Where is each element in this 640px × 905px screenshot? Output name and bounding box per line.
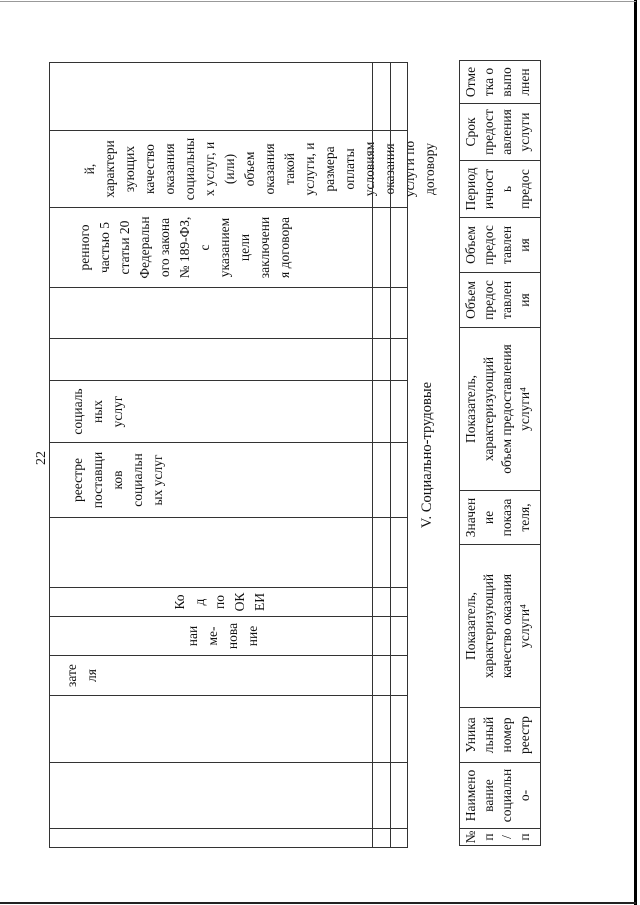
- header-cell: зате ля: [49, 655, 373, 696]
- header-text: Отме тка о выпо лнен: [463, 66, 532, 98]
- table-cell: [372, 287, 391, 339]
- header-cell: [49, 62, 373, 131]
- header-cell: [49, 695, 373, 763]
- header-text: Уника льный номер реестр: [463, 716, 532, 754]
- table-cell: [390, 207, 408, 288]
- header-text: Период ичност ь предос: [463, 167, 532, 211]
- header-cell: [49, 287, 373, 339]
- section-heading: V. Социально-трудовые: [419, 381, 435, 529]
- header-cell: Отме тка о выпо лнен: [459, 60, 541, 104]
- header-text: Наимено вание социальн о-: [463, 768, 532, 823]
- header-cell: й, характери зующих качество оказания со…: [49, 130, 437, 208]
- header-cell: реестре поставщи ков социальн ых услуг: [49, 442, 373, 518]
- header-text: Показатель, характеризующий качество ока…: [463, 573, 532, 679]
- table-cell: [390, 442, 408, 518]
- table-cell: [390, 655, 408, 696]
- header-cell: [49, 762, 373, 829]
- header-cell: ренного частью 5 статьи 20 Федеральн ого…: [49, 207, 373, 288]
- table-cell: [372, 130, 391, 208]
- header-cell: Уника льный номер реестр: [459, 707, 541, 763]
- scan-edge: [0, 1, 636, 2]
- page-number: 22: [34, 451, 49, 465]
- table-cell: [390, 695, 408, 763]
- header-cell: Ко д по ОК ЕИ: [49, 587, 373, 617]
- header-cell: Наимено вание социальн о-: [459, 762, 541, 829]
- header-cell: № п / п: [459, 828, 541, 846]
- table-cell: [390, 380, 408, 443]
- table-cell: [372, 587, 391, 617]
- header-cell: социаль ных услуг: [49, 380, 373, 443]
- header-cell: наи ме- нова ние: [49, 616, 373, 656]
- table-cell: [390, 62, 408, 131]
- header-cell: Значен ие показа теля,: [459, 490, 541, 545]
- header-cell: Объем предос тавлен ия: [459, 272, 541, 328]
- scan-edge: [634, 0, 637, 905]
- header-text: Объем предос тавлен ия: [463, 225, 532, 265]
- header-text: Объем предос тавлен ия: [463, 280, 532, 320]
- scan-edge: [0, 902, 636, 904]
- header-text: реестре поставщи ков социальн ых услуг: [70, 451, 165, 509]
- header-text: № п / п: [463, 830, 532, 844]
- table-cell: [372, 762, 391, 829]
- table-cell: [372, 828, 391, 848]
- table-cell: [372, 517, 391, 588]
- header-cell: Срок предост авления услуги: [459, 103, 541, 161]
- table-cell: [372, 380, 391, 443]
- header-cell: Показатель, характеризующий качество ока…: [459, 544, 541, 708]
- header-cell: Объем предос тавлен ия: [459, 217, 541, 273]
- header-text: наи ме- нова ние: [185, 622, 260, 650]
- table-cell: [390, 338, 408, 381]
- table-cell: [390, 616, 408, 656]
- header-cell: [49, 828, 373, 848]
- header-text: Срок предост авления услуги: [463, 109, 532, 155]
- header-text: Ко д по ОК ЕИ: [172, 592, 267, 612]
- table-cell: [372, 207, 391, 288]
- table-cell: [390, 517, 408, 588]
- header-text: Показатель, характеризующий объем предос…: [463, 344, 532, 474]
- table-cell: [390, 287, 408, 339]
- header-cell: Показатель, характеризующий объем предос…: [459, 327, 541, 491]
- table-cell: [390, 762, 408, 829]
- table-cell: [372, 62, 391, 131]
- table-cell: [372, 655, 391, 696]
- header-text: социаль ных услуг: [70, 388, 125, 435]
- header-text: зате ля: [64, 664, 99, 687]
- table-cell: [372, 695, 391, 763]
- header-cell: [49, 338, 373, 381]
- table-cell: [390, 828, 408, 848]
- header-text: Значен ие показа теля,: [463, 497, 532, 538]
- header-cell: Период ичност ь предос: [459, 160, 541, 218]
- table-cell: [390, 587, 408, 617]
- table-cell: [372, 338, 391, 381]
- table-cell: [372, 616, 391, 656]
- header-cell: [49, 517, 373, 588]
- header-text: ренного частью 5 статьи 20 Федеральн ого…: [77, 216, 292, 279]
- table-cell: [372, 442, 391, 518]
- table-cell: [390, 130, 408, 208]
